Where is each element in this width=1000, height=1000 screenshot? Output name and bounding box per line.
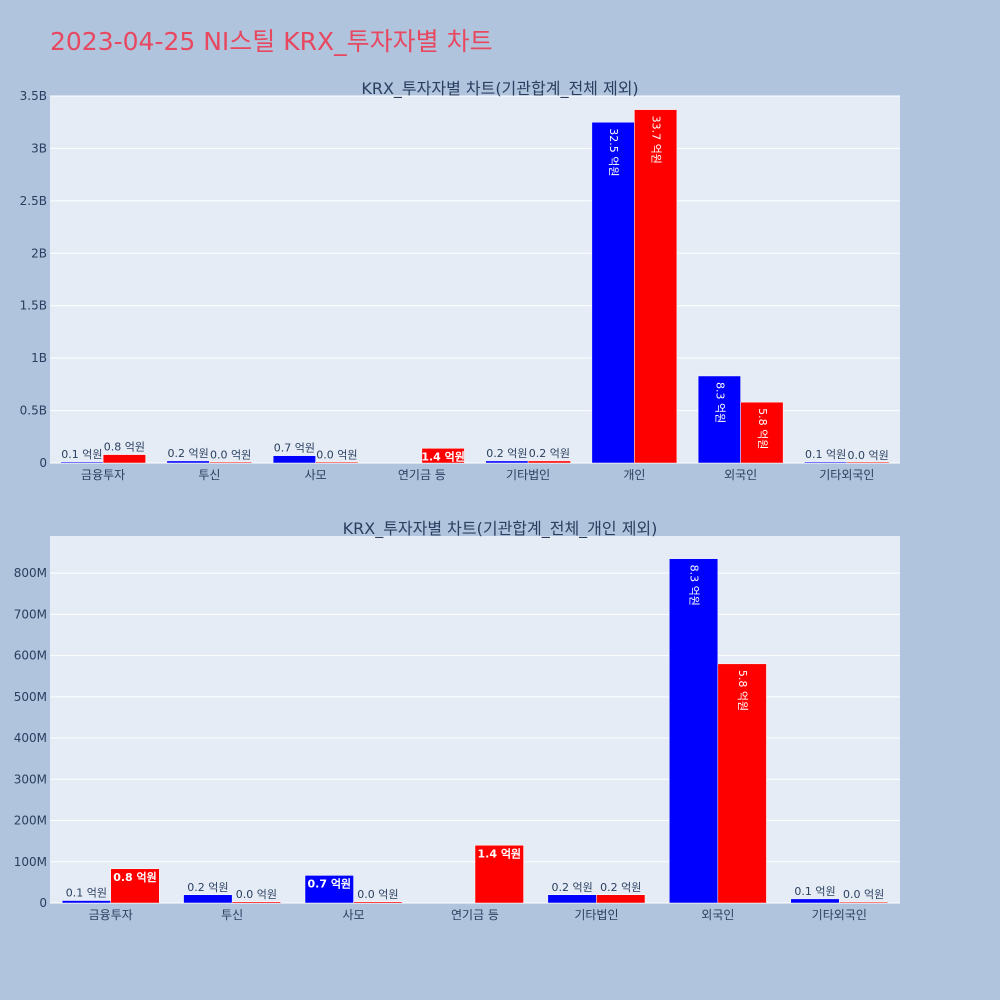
x-tick-label: 기타법인 xyxy=(574,908,618,922)
page-title: 2023-04-25 NI스틸 KRX_투자자별 차트 xyxy=(50,27,493,56)
bar xyxy=(353,901,403,904)
y-tick-label: 300M xyxy=(14,772,47,786)
y-tick-label: 500M xyxy=(14,690,47,704)
chart-title: KRX_투자자별 차트(기관합계_전체 제외) xyxy=(361,79,638,99)
data-label: 0.0 억원 xyxy=(848,449,889,462)
data-label: 8.3 억원 xyxy=(688,565,701,606)
bar xyxy=(315,461,359,464)
data-label: 0.7 억원 xyxy=(308,876,352,890)
data-label: 0.2 억원 xyxy=(552,881,593,894)
y-tick-label: 100M xyxy=(14,855,47,869)
bar xyxy=(474,845,524,904)
data-label: 0.2 억원 xyxy=(168,447,209,460)
chart-title: KRX_투자자별 차트(기관합계_전체_개인 제외) xyxy=(343,519,658,539)
data-label: 0.8 억원 xyxy=(104,441,145,454)
bar xyxy=(272,455,316,464)
bar xyxy=(839,901,889,904)
chart-top: 0 0.5B 1B 1.5B 2B 2.5B 3B 3.5B KRX_투자자별 차트(기관합계_… xyxy=(20,79,900,482)
bar xyxy=(634,109,678,464)
bar xyxy=(231,901,281,904)
y-tick-label: 1B xyxy=(31,351,47,365)
data-label: 0.0 억원 xyxy=(316,449,357,462)
y-tick-label: 1.5B xyxy=(20,299,47,313)
y-tick-label: 3B xyxy=(31,141,47,155)
y-tick-label: 0 xyxy=(39,896,47,910)
data-label: 0.2 억원 xyxy=(187,881,228,894)
data-label: 0.2 억원 xyxy=(600,881,641,894)
x-tick-label: 사모 xyxy=(305,468,327,482)
data-label: 0.2 억원 xyxy=(529,447,570,460)
x-tick-label: 투신 xyxy=(221,908,243,922)
y-tick-label: 800M xyxy=(14,566,47,580)
bar xyxy=(669,558,719,904)
x-tick-label: 기타외국인 xyxy=(812,908,867,922)
data-label: 33.7 억원 xyxy=(650,116,663,164)
y-tick-label: 2B xyxy=(31,246,47,260)
data-label: 0.1 억원 xyxy=(794,885,835,898)
bar xyxy=(110,868,160,904)
data-label: 5.8 억원 xyxy=(736,670,749,711)
y-tick-label: 700M xyxy=(14,607,47,621)
data-label: 1.4 억원 xyxy=(421,449,465,463)
data-label: 0.0 억원 xyxy=(236,888,277,901)
x-tick-label: 투신 xyxy=(198,468,220,482)
y-tick-label: 0 xyxy=(39,456,47,470)
data-label: 0.0 억원 xyxy=(843,888,884,901)
x-tick-label: 외국인 xyxy=(724,468,757,482)
data-label: 0.1 억원 xyxy=(66,887,107,900)
data-label: 0.8 억원 xyxy=(113,870,157,884)
bar xyxy=(846,461,890,464)
bar xyxy=(740,401,784,464)
plot-area xyxy=(50,96,900,463)
data-label: 32.5 억원 xyxy=(607,128,620,176)
data-label: 5.8 억원 xyxy=(756,408,769,449)
y-tick-label: 400M xyxy=(14,731,47,745)
data-label: 1.4 억원 xyxy=(478,846,522,860)
bar xyxy=(717,663,767,904)
bar xyxy=(527,460,571,464)
bar xyxy=(183,894,233,904)
data-label: 0.0 억원 xyxy=(357,888,398,901)
bar xyxy=(61,900,111,904)
x-tick-label: 금융투자 xyxy=(81,468,125,482)
x-tick-label: 연기금 등 xyxy=(398,468,446,482)
x-tick-label: 사모 xyxy=(343,908,365,922)
bar xyxy=(102,454,146,464)
data-label: 0.0 억원 xyxy=(210,449,251,462)
y-tick-label: 200M xyxy=(14,814,47,828)
x-tick-label: 연기금 등 xyxy=(451,908,499,922)
bar xyxy=(596,894,646,904)
bar xyxy=(304,875,354,904)
bar xyxy=(697,375,741,464)
bar xyxy=(591,121,635,464)
bar xyxy=(421,448,465,464)
bar xyxy=(209,461,253,464)
bar xyxy=(790,898,840,904)
data-label: 0.1 억원 xyxy=(61,448,102,461)
y-tick-label: 600M xyxy=(14,649,47,663)
y-tick-label: 2.5B xyxy=(20,194,47,208)
data-label: 8.3 억원 xyxy=(713,382,726,423)
y-tick-label: 0.5B xyxy=(20,404,47,418)
x-tick-label: 기타법인 xyxy=(506,468,550,482)
data-label: 0.7 억원 xyxy=(274,442,315,455)
x-tick-label: 개인 xyxy=(623,468,645,482)
x-tick-label: 금융투자 xyxy=(89,908,133,922)
x-tick-label: 외국인 xyxy=(701,908,734,922)
data-label: 0.2 억원 xyxy=(486,447,527,460)
bar xyxy=(547,894,597,904)
x-tick-label: 기타외국인 xyxy=(819,468,874,482)
y-tick-label: 3.5B xyxy=(20,89,47,103)
data-label: 0.1 억원 xyxy=(805,448,846,461)
